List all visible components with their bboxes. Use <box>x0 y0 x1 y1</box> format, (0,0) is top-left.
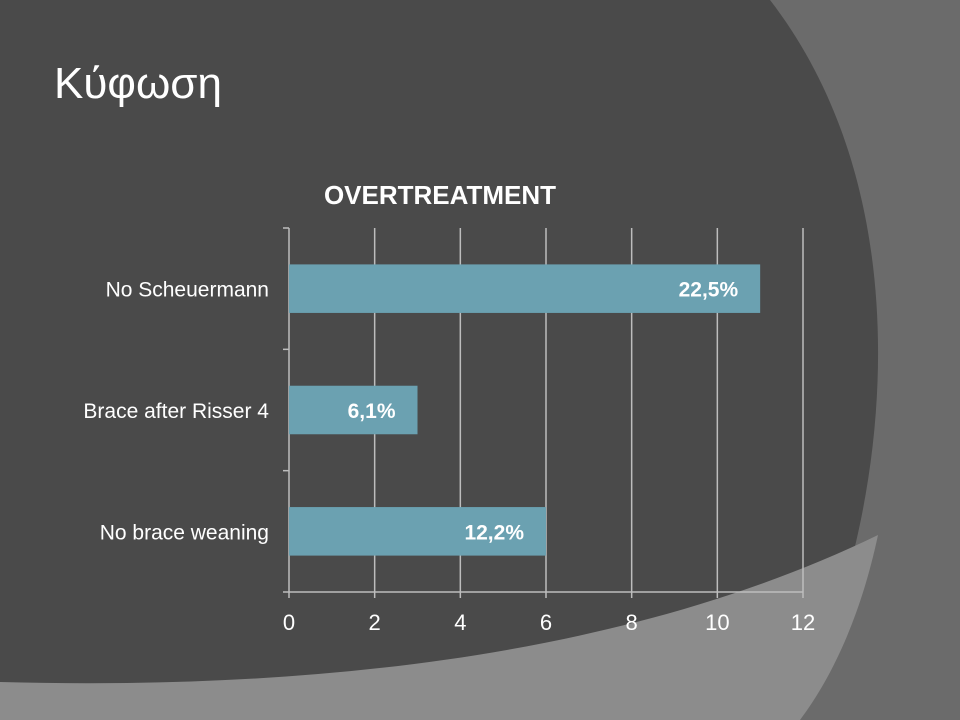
category-label: No brace weaning <box>100 521 269 544</box>
decorative-bottom-shape <box>0 535 878 720</box>
category-label: No Scheuermann <box>106 279 269 302</box>
x-tick-label: 4 <box>454 610 466 635</box>
bar <box>289 264 761 313</box>
x-tick-label: 12 <box>791 610 815 635</box>
data-label: 6,1% <box>348 400 396 423</box>
slide-title: Κύφωση <box>54 59 222 108</box>
category-label: Brace after Risser 4 <box>83 400 269 423</box>
x-tick-label: 6 <box>540 610 552 635</box>
x-tick-label: 2 <box>369 610 381 635</box>
bar <box>289 385 418 435</box>
decorative-corner-shape <box>770 0 960 720</box>
x-tick-label: 10 <box>705 610 729 635</box>
x-tick-label: 8 <box>626 610 638 635</box>
data-label: 22,5% <box>679 279 739 302</box>
x-tick-label: 0 <box>283 610 295 635</box>
bar <box>289 507 546 556</box>
data-label: 12,2% <box>464 521 524 544</box>
chart-title: OVERTREATMENT <box>323 180 557 210</box>
